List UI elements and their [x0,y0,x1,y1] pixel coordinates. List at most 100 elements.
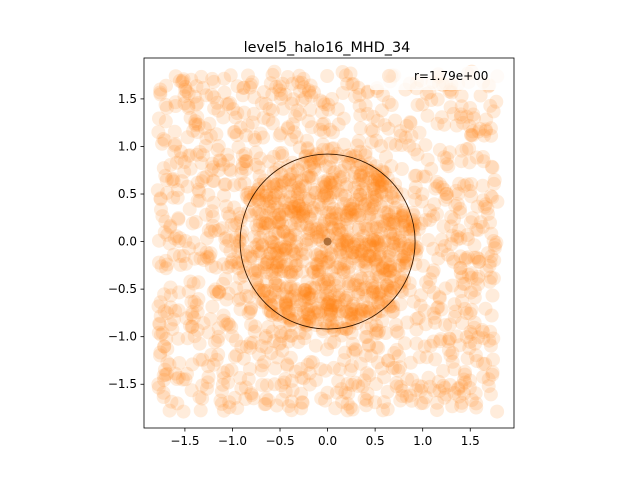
scatter-point [358,197,373,212]
scatter-point [235,157,250,171]
scatter-point [373,199,388,213]
scatter-point [291,198,306,213]
scatter-point [278,242,293,257]
scatter-point [343,400,358,415]
scatter-point [319,280,333,295]
scatter-point [262,102,277,116]
scatter-point [332,288,347,303]
scatter-point [336,111,351,126]
scatter-point [377,235,392,249]
scatter-point [466,107,481,122]
scatter-point [403,388,418,403]
scatter-point [343,363,358,378]
scatter-point [386,235,401,250]
scatter-point [331,374,346,388]
scatter-point [283,167,298,182]
scatter-point [278,239,293,254]
scatter-point [245,250,260,264]
scatter-point [381,204,396,219]
scatter-point [370,355,385,370]
scatter-point [302,209,317,224]
scatter-point [464,302,479,317]
scatter-point [420,152,435,167]
scatter-point [358,218,373,233]
scatter-point [302,291,317,306]
scatter-point [388,177,403,192]
scatter-point [281,399,296,414]
scatter-point [211,103,226,118]
scatter-point [381,291,396,306]
scatter-point [480,201,495,216]
scatter-point [284,394,299,409]
scatter-point [269,80,284,94]
scatter-point [314,224,329,239]
scatter-point [393,234,408,248]
scatter-point [441,343,456,358]
scatter-point [336,263,351,277]
scatter-point [171,212,186,227]
scatter-point [247,130,262,145]
scatter-point [297,80,311,95]
scatter-point [346,299,361,313]
scatter-point [452,338,467,353]
scatter-point [447,297,462,312]
legend: r=1.79e+00 [370,66,506,90]
scatter-point [487,176,501,191]
scatter-point [251,282,266,297]
scatter-point [236,80,251,95]
scatter-point [487,253,502,268]
scatter-point [192,390,207,405]
scatter-point [185,307,199,322]
scatter-point [351,222,366,237]
scatter-point [203,224,218,239]
scatter-point [278,297,293,312]
scatter-point [193,403,208,418]
scatter-point [323,303,338,318]
scatter-point [386,214,400,229]
scatter-point [217,177,232,192]
scatter-point [249,218,264,233]
scatter-point [160,366,174,381]
scatter-point [368,280,383,295]
scatter-point [167,144,182,159]
scatter-point [340,193,355,208]
scatter-point [378,179,393,194]
scatter-point [386,191,401,206]
scatter-point [356,304,371,319]
scatter-point [283,229,298,244]
scatter-point [366,181,381,196]
scatter-point [353,246,368,261]
scatter-point [335,237,350,252]
scatter-point [216,308,231,323]
scatter-point [158,214,173,229]
scatter-point [322,298,337,313]
scatter-point [353,121,368,136]
scatter-point [295,264,310,279]
scatter-point [322,295,337,310]
scatter-point [252,177,267,192]
scatter-point [279,241,294,256]
scatter-point [462,184,477,198]
scatter-point [323,178,338,193]
scatter-point [307,85,321,100]
scatter-point [418,138,433,153]
scatter-point [314,391,329,406]
scatter-point [223,244,238,258]
scatter-point [256,225,271,240]
scatter-point [328,298,343,313]
scatter-point [239,154,254,169]
scatter-point [367,285,381,299]
scatter-point [334,382,349,397]
scatter-point [452,223,466,238]
scatter-point [485,367,500,382]
scatter-point [295,204,310,219]
scatter-point [187,89,202,104]
scatter-point [280,358,295,373]
scatter-point [276,175,291,190]
scatter-point [368,254,383,269]
scatter-point [262,191,277,206]
scatter-point [461,232,475,246]
scatter-point [351,237,366,252]
scatter-point [365,220,379,235]
